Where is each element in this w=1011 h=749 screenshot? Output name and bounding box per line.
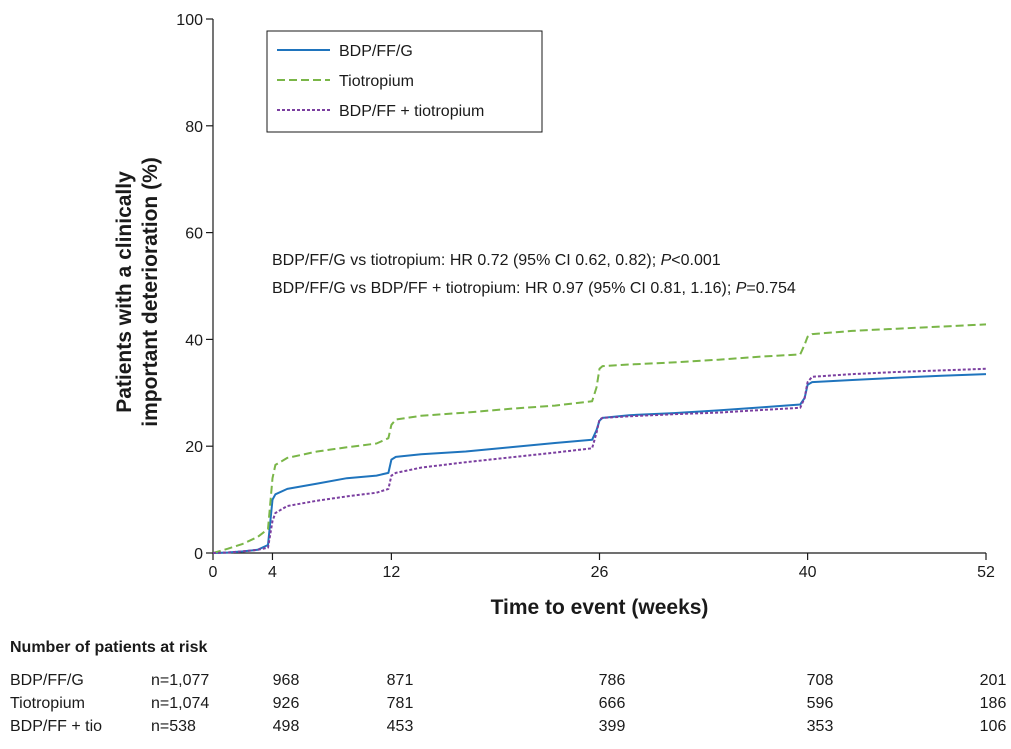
x-tick-label: 52: [977, 564, 995, 581]
y-tick-label: 0: [194, 546, 203, 563]
risk-cell: 453: [386, 718, 414, 735]
risk-row-n: n=1,077: [151, 672, 210, 689]
risk-cell: 399: [598, 718, 626, 735]
risk-cell: 926: [272, 695, 300, 712]
risk-cell: 666: [598, 695, 626, 712]
series-line-bdp-ff-tiotropium: [212, 367, 987, 554]
y-axis-title: Patients with a clinically important det…: [113, 157, 162, 427]
y-tick-label: 40: [185, 332, 203, 349]
hr-annotation-pvalue: =0.754: [746, 280, 795, 297]
series-line-bdp-ff-g: [212, 373, 987, 554]
legend-label: Tiotropium: [339, 73, 414, 90]
risk-cell: 708: [806, 672, 834, 689]
risk-row-label: Tiotropium: [10, 695, 85, 712]
legend-box: [266, 30, 543, 133]
series-group: [212, 323, 987, 554]
x-ticks: 0 4 12 26 40 52: [209, 553, 995, 581]
risk-cell: 106: [979, 718, 1007, 735]
legend-label: BDP/FF + tiotropium: [339, 103, 484, 120]
risk-row-n: n=538: [151, 718, 196, 735]
hr-annotation: BDP/FF/G vs BDP/FF + tiotropium: HR 0.97…: [272, 280, 796, 297]
hr-annotation-p: P: [661, 252, 672, 269]
y-tick-label: 20: [185, 439, 203, 456]
risk-cell: 596: [806, 695, 834, 712]
risk-cell: 781: [386, 695, 414, 712]
risk-cell: 186: [979, 695, 1007, 712]
x-tick-label: 26: [591, 564, 609, 581]
risk-table-row: Tiotropium n=1,074 926 781 666 596 186: [0, 695, 1011, 715]
risk-cell: 968: [272, 672, 300, 689]
hr-annotation-text: BDP/FF/G vs tiotropium: HR 0.72 (95% CI …: [272, 252, 661, 269]
y-axis-title-line-2: important deterioration (%): [139, 157, 162, 427]
y-tick-label: 60: [185, 226, 203, 243]
y-axis-title-line-1: Patients with a clinically: [113, 171, 136, 413]
hr-annotation: BDP/FF/G vs tiotropium: HR 0.72 (95% CI …: [272, 252, 721, 269]
hr-annotation-p: P: [736, 280, 747, 297]
risk-cell: 353: [806, 718, 834, 735]
x-tick-label: 4: [268, 564, 277, 581]
hr-annotation-pvalue: <0.001: [671, 252, 720, 269]
y-ticks: 0 20 40 60 80 100: [176, 12, 213, 563]
legend: BDP/FF/G Tiotropium BDP/FF + tiotropium: [266, 30, 543, 133]
risk-cell: 871: [386, 672, 414, 689]
risk-table-row: BDP/FF + tio n=538 498 453 399 353 106: [0, 718, 1011, 738]
x-tick-label: 40: [799, 564, 817, 581]
x-tick-label: 0: [209, 564, 218, 581]
legend-label: BDP/FF/G: [339, 43, 413, 60]
risk-row-label: BDP/FF + tio: [10, 718, 103, 735]
series-line-tiotropium: [212, 323, 987, 554]
risk-table-title: Number of patients at risk: [10, 639, 208, 656]
hr-annotation-text: BDP/FF/G vs BDP/FF + tiotropium: HR 0.97…: [272, 280, 736, 297]
hazard-ratio-annotations: BDP/FF/G vs tiotropium: HR 0.72 (95% CI …: [272, 252, 796, 297]
risk-row-n: n=1,074: [151, 695, 210, 712]
y-tick-label: 80: [185, 119, 203, 136]
risk-cell: 498: [272, 718, 300, 735]
risk-cell: 201: [979, 672, 1007, 689]
risk-row-label: BDP/FF/G: [10, 672, 84, 689]
x-axis-title: Time to event (weeks): [491, 596, 709, 619]
risk-cell: 786: [598, 672, 626, 689]
axes: 0 20 40 60 80 100 0 4 12 26 40 52: [176, 12, 995, 581]
x-tick-label: 12: [382, 564, 400, 581]
y-tick-label: 100: [176, 12, 203, 29]
risk-table-row: BDP/FF/G n=1,077 968 871 786 708 201: [0, 672, 1011, 692]
